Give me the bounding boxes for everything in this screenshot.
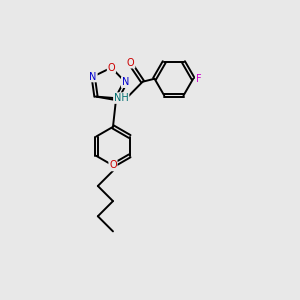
Text: N: N (122, 77, 129, 87)
Text: N: N (89, 71, 97, 82)
Text: O: O (109, 160, 117, 170)
Text: O: O (108, 63, 115, 73)
Text: F: F (196, 74, 201, 84)
Text: NH: NH (114, 93, 129, 103)
Text: O: O (127, 58, 135, 68)
